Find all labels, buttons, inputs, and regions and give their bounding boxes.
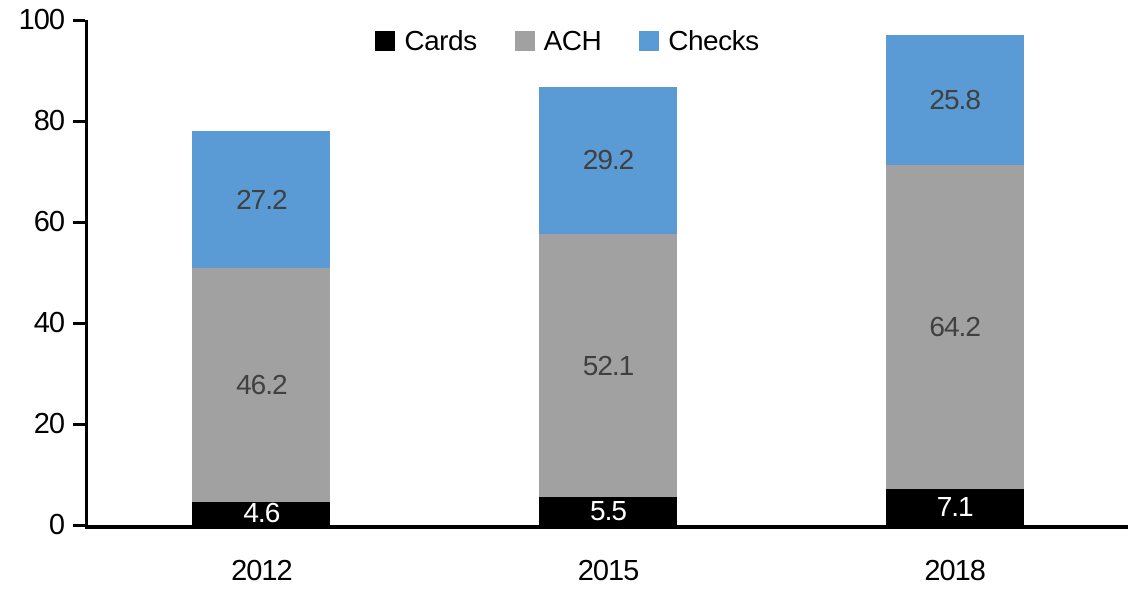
- segment-cards-2012: 4.6: [192, 497, 331, 528]
- legend-swatch-cards-icon: [375, 31, 396, 51]
- legend: Cards ACH Checks: [0, 26, 1134, 56]
- y-axis-tick: [73, 120, 85, 123]
- segment-ach-2012: 46.2: [192, 268, 331, 502]
- legend-label-checks: Checks: [668, 25, 759, 56]
- segment-checks-2015: 29.2: [539, 86, 677, 235]
- stacked-bar-2015: 29.2 52.1 5.5: [539, 86, 677, 527]
- y-axis-tick-label: 100: [18, 4, 65, 36]
- legend-swatch-checks-icon: [639, 31, 660, 51]
- legend-item-cards: Cards: [375, 25, 477, 56]
- y-axis-tick: [73, 322, 85, 325]
- x-axis-label-2012: 2012: [231, 555, 293, 587]
- stacked-bar-2018: 25.8 64.2 7.1: [885, 34, 1024, 525]
- data-label-cards-2012: 4.6: [243, 497, 280, 529]
- data-label-cards-2015: 5.5: [590, 495, 627, 527]
- segment-cards-2018: 7.1: [885, 489, 1024, 525]
- y-axis-tick-label: 20: [33, 408, 65, 440]
- y-axis-tick-label: 80: [33, 105, 65, 137]
- segment-cards-2015: 5.5: [539, 495, 677, 527]
- legend-label-cards: Cards: [404, 25, 477, 56]
- segment-checks-2012: 27.2: [192, 131, 331, 269]
- data-label-cards-2018: 7.1: [936, 491, 974, 523]
- segment-ach-2015: 52.1: [539, 234, 677, 498]
- data-label-checks-2015: 29.2: [582, 144, 634, 176]
- x-axis-label-2018: 2018: [924, 555, 986, 587]
- data-label-ach-2018: 64.2: [929, 311, 980, 343]
- legend-item-ach: ACH: [514, 25, 602, 56]
- y-axis-tick: [73, 524, 85, 527]
- y-axis-line: [85, 20, 88, 529]
- y-axis-tick: [73, 19, 85, 22]
- y-axis-tick: [73, 423, 85, 426]
- segment-ach-2018: 64.2: [885, 164, 1024, 490]
- legend-label-ach: ACH: [543, 25, 602, 56]
- stacked-bar-2012: 27.2 46.2 4.6: [192, 131, 331, 528]
- legend-item-checks: Checks: [639, 25, 759, 56]
- data-label-checks-2018: 25.8: [929, 83, 980, 115]
- data-label-ach-2015: 52.1: [582, 349, 634, 381]
- y-axis-tick-label: 60: [33, 206, 65, 238]
- y-axis-tick: [73, 221, 85, 224]
- y-axis-tick-label: 0: [48, 509, 65, 541]
- data-label-checks-2012: 27.2: [236, 183, 287, 215]
- segment-checks-2018: 25.8: [885, 34, 1024, 165]
- data-label-ach-2012: 46.2: [236, 369, 287, 401]
- x-axis-label-2015: 2015: [577, 555, 640, 587]
- legend-swatch-ach-icon: [514, 31, 535, 51]
- y-axis-tick-label: 40: [33, 307, 65, 339]
- x-axis-line: [85, 525, 1128, 529]
